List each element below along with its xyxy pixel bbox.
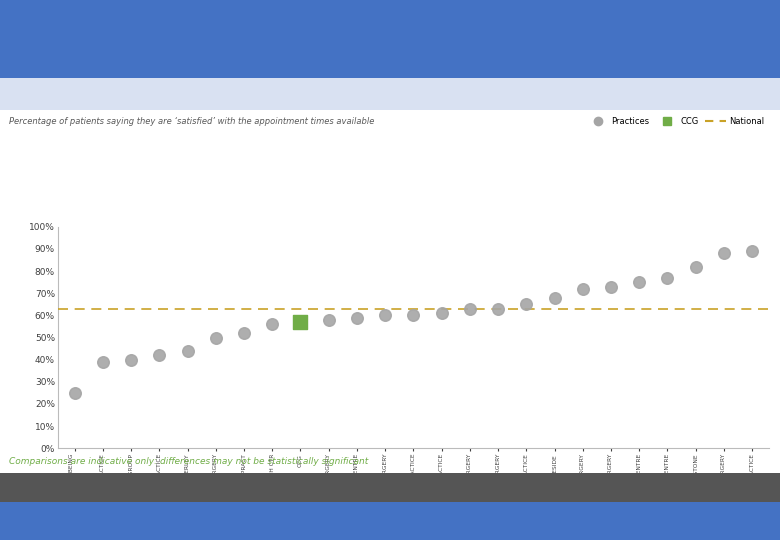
Point (238, 329, 250, 338)
Point (463, 305, 476, 313)
Legend: Practices, CCG, National: Practices, CCG, National (584, 113, 768, 129)
Point (633, 278, 646, 286)
Point (576, 285, 589, 293)
Text: 40: 40 (382, 515, 398, 528)
Point (125, 355, 137, 364)
Point (322, 315, 335, 324)
Point (407, 311, 420, 320)
Text: ip
so: ip so (753, 516, 759, 526)
Point (97, 357, 109, 366)
Text: Base: All those completing a questionnaire excluding ‘I’m not sure when I can ge: Base: All those completing a questionnai… (9, 479, 497, 485)
Point (548, 293, 561, 302)
Point (718, 249, 730, 258)
Text: Q8. How satisfied are you with the general practice appointment times that are a: Q8. How satisfied are you with the gener… (9, 89, 552, 99)
Point (379, 311, 392, 320)
Point (661, 273, 674, 282)
Text: © Ipsos MORI   19-07-2020-01 | Version 1 | Public: © Ipsos MORI 19-07-2020-01 | Version 1 |… (9, 533, 146, 539)
Text: Comparisons are indicative only: differences may not be statistically significan: Comparisons are indicative only: differe… (9, 457, 369, 466)
Text: Percentage of patients saying they are ‘satisfied’ with the appointment times av: Percentage of patients saying they are ‘… (9, 117, 374, 125)
Point (746, 247, 758, 255)
FancyBboxPatch shape (737, 506, 775, 536)
Point (520, 300, 533, 308)
Text: %Satisfied = %Very satisfied + %Fairly satisfied: %Satisfied = %Very satisfied + %Fairly s… (602, 484, 771, 490)
Text: Practice bases range from 81 to 129: Practice bases range from 81 to 129 (9, 492, 136, 498)
Text: how the CCG’s practices compare: how the CCG’s practices compare (12, 49, 351, 66)
Point (492, 305, 505, 313)
Point (351, 313, 363, 322)
Text: Satisfaction with appointment times:: Satisfaction with appointment times: (12, 17, 388, 35)
Point (604, 282, 617, 291)
Point (181, 347, 193, 355)
Point (435, 309, 448, 318)
Text: Ipsos MORI
Social Research Institute: Ipsos MORI Social Research Institute (9, 508, 105, 529)
Point (294, 318, 307, 326)
Point (210, 333, 222, 342)
Point (690, 262, 702, 271)
Point (266, 320, 278, 328)
Point (153, 351, 165, 360)
Point (69, 389, 81, 397)
